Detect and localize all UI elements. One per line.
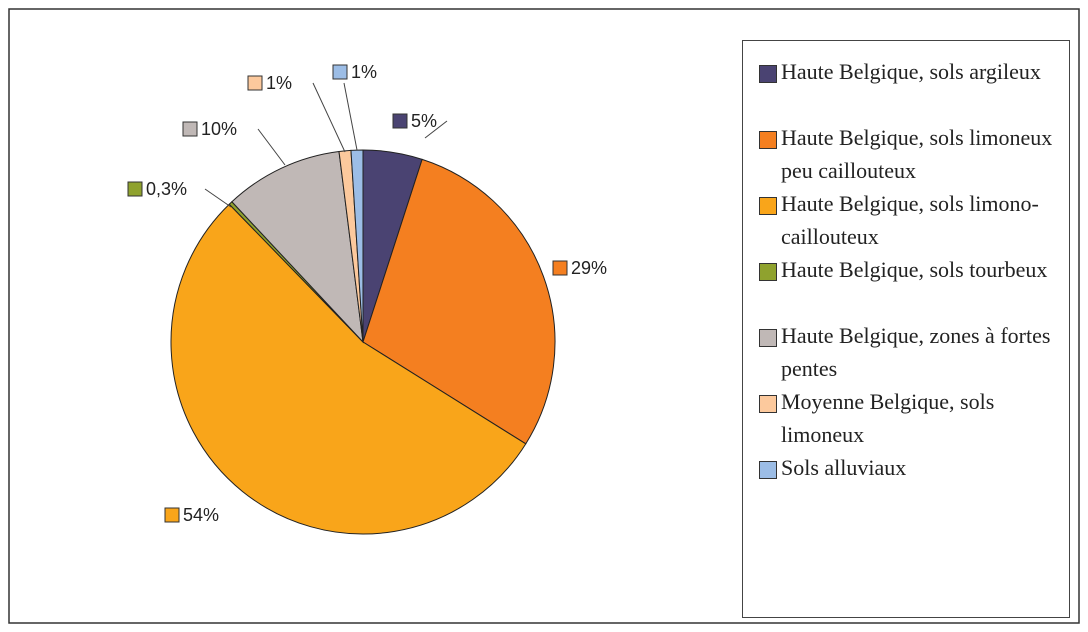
legend-label: Haute Belgique, zones à fortes pentes [781, 323, 1051, 381]
leader-line [343, 82, 358, 151]
label-swatch [182, 121, 198, 137]
legend-swatch [759, 395, 777, 413]
data-label: 29% [571, 258, 607, 278]
legend-swatch [759, 263, 777, 281]
legend-item: Haute Belgique, zones à fortes pentes [759, 323, 1071, 385]
label-swatch [392, 113, 408, 129]
legend-label: Haute Belgique, sols argileux [781, 59, 1041, 84]
legend-swatch [759, 131, 777, 149]
data-label: 5% [411, 111, 437, 131]
legend-label: Haute Belgique, sols limoneux peu caillo… [781, 125, 1053, 183]
legend-swatch [759, 329, 777, 347]
label-swatch [164, 507, 180, 523]
pie-slice [170, 203, 527, 535]
legend-item: Haute Belgique, sols tourbeux [759, 257, 1071, 286]
label-swatch [552, 260, 568, 276]
legend-item: Haute Belgique, sols limoneux peu caillo… [759, 125, 1071, 187]
legend-label: Moyenne Belgique, sols limoneux [781, 389, 995, 447]
legend: Haute Belgique, sols argileux Haute Belgi… [742, 40, 1070, 618]
data-label: 10% [201, 119, 237, 139]
legend-item: Haute Belgique, sols argileux [759, 59, 1071, 88]
label-swatch [247, 75, 263, 91]
pie-slice [362, 158, 556, 445]
legend-swatch [759, 65, 777, 83]
data-label: 1% [266, 73, 292, 93]
label-swatch [127, 181, 143, 197]
legend-swatch [759, 197, 777, 215]
leader-line [424, 120, 448, 139]
pie-slice [350, 149, 364, 343]
leader-line [257, 128, 286, 166]
legend-label: Haute Belgique, sols limono-caillouteux [781, 191, 1039, 249]
pie-slice [231, 150, 364, 344]
leader-line [204, 188, 232, 208]
data-label: 54% [183, 505, 219, 525]
legend-swatch [759, 461, 777, 479]
legend-item: Sols alluviaux [759, 455, 1071, 484]
legend-item: Moyenne Belgique, sols limoneux [759, 389, 1071, 451]
legend-label: Sols alluviaux [781, 455, 907, 480]
chart-frame [8, 8, 1080, 624]
leader-line [312, 82, 346, 153]
label-swatch [332, 64, 348, 80]
legend-label: Haute Belgique, sols tourbeux [781, 257, 1048, 282]
data-label: 1% [351, 62, 377, 82]
data-label: 0,3% [146, 179, 187, 199]
legend-item: Haute Belgique, sols limono-caillouteux [759, 191, 1071, 253]
